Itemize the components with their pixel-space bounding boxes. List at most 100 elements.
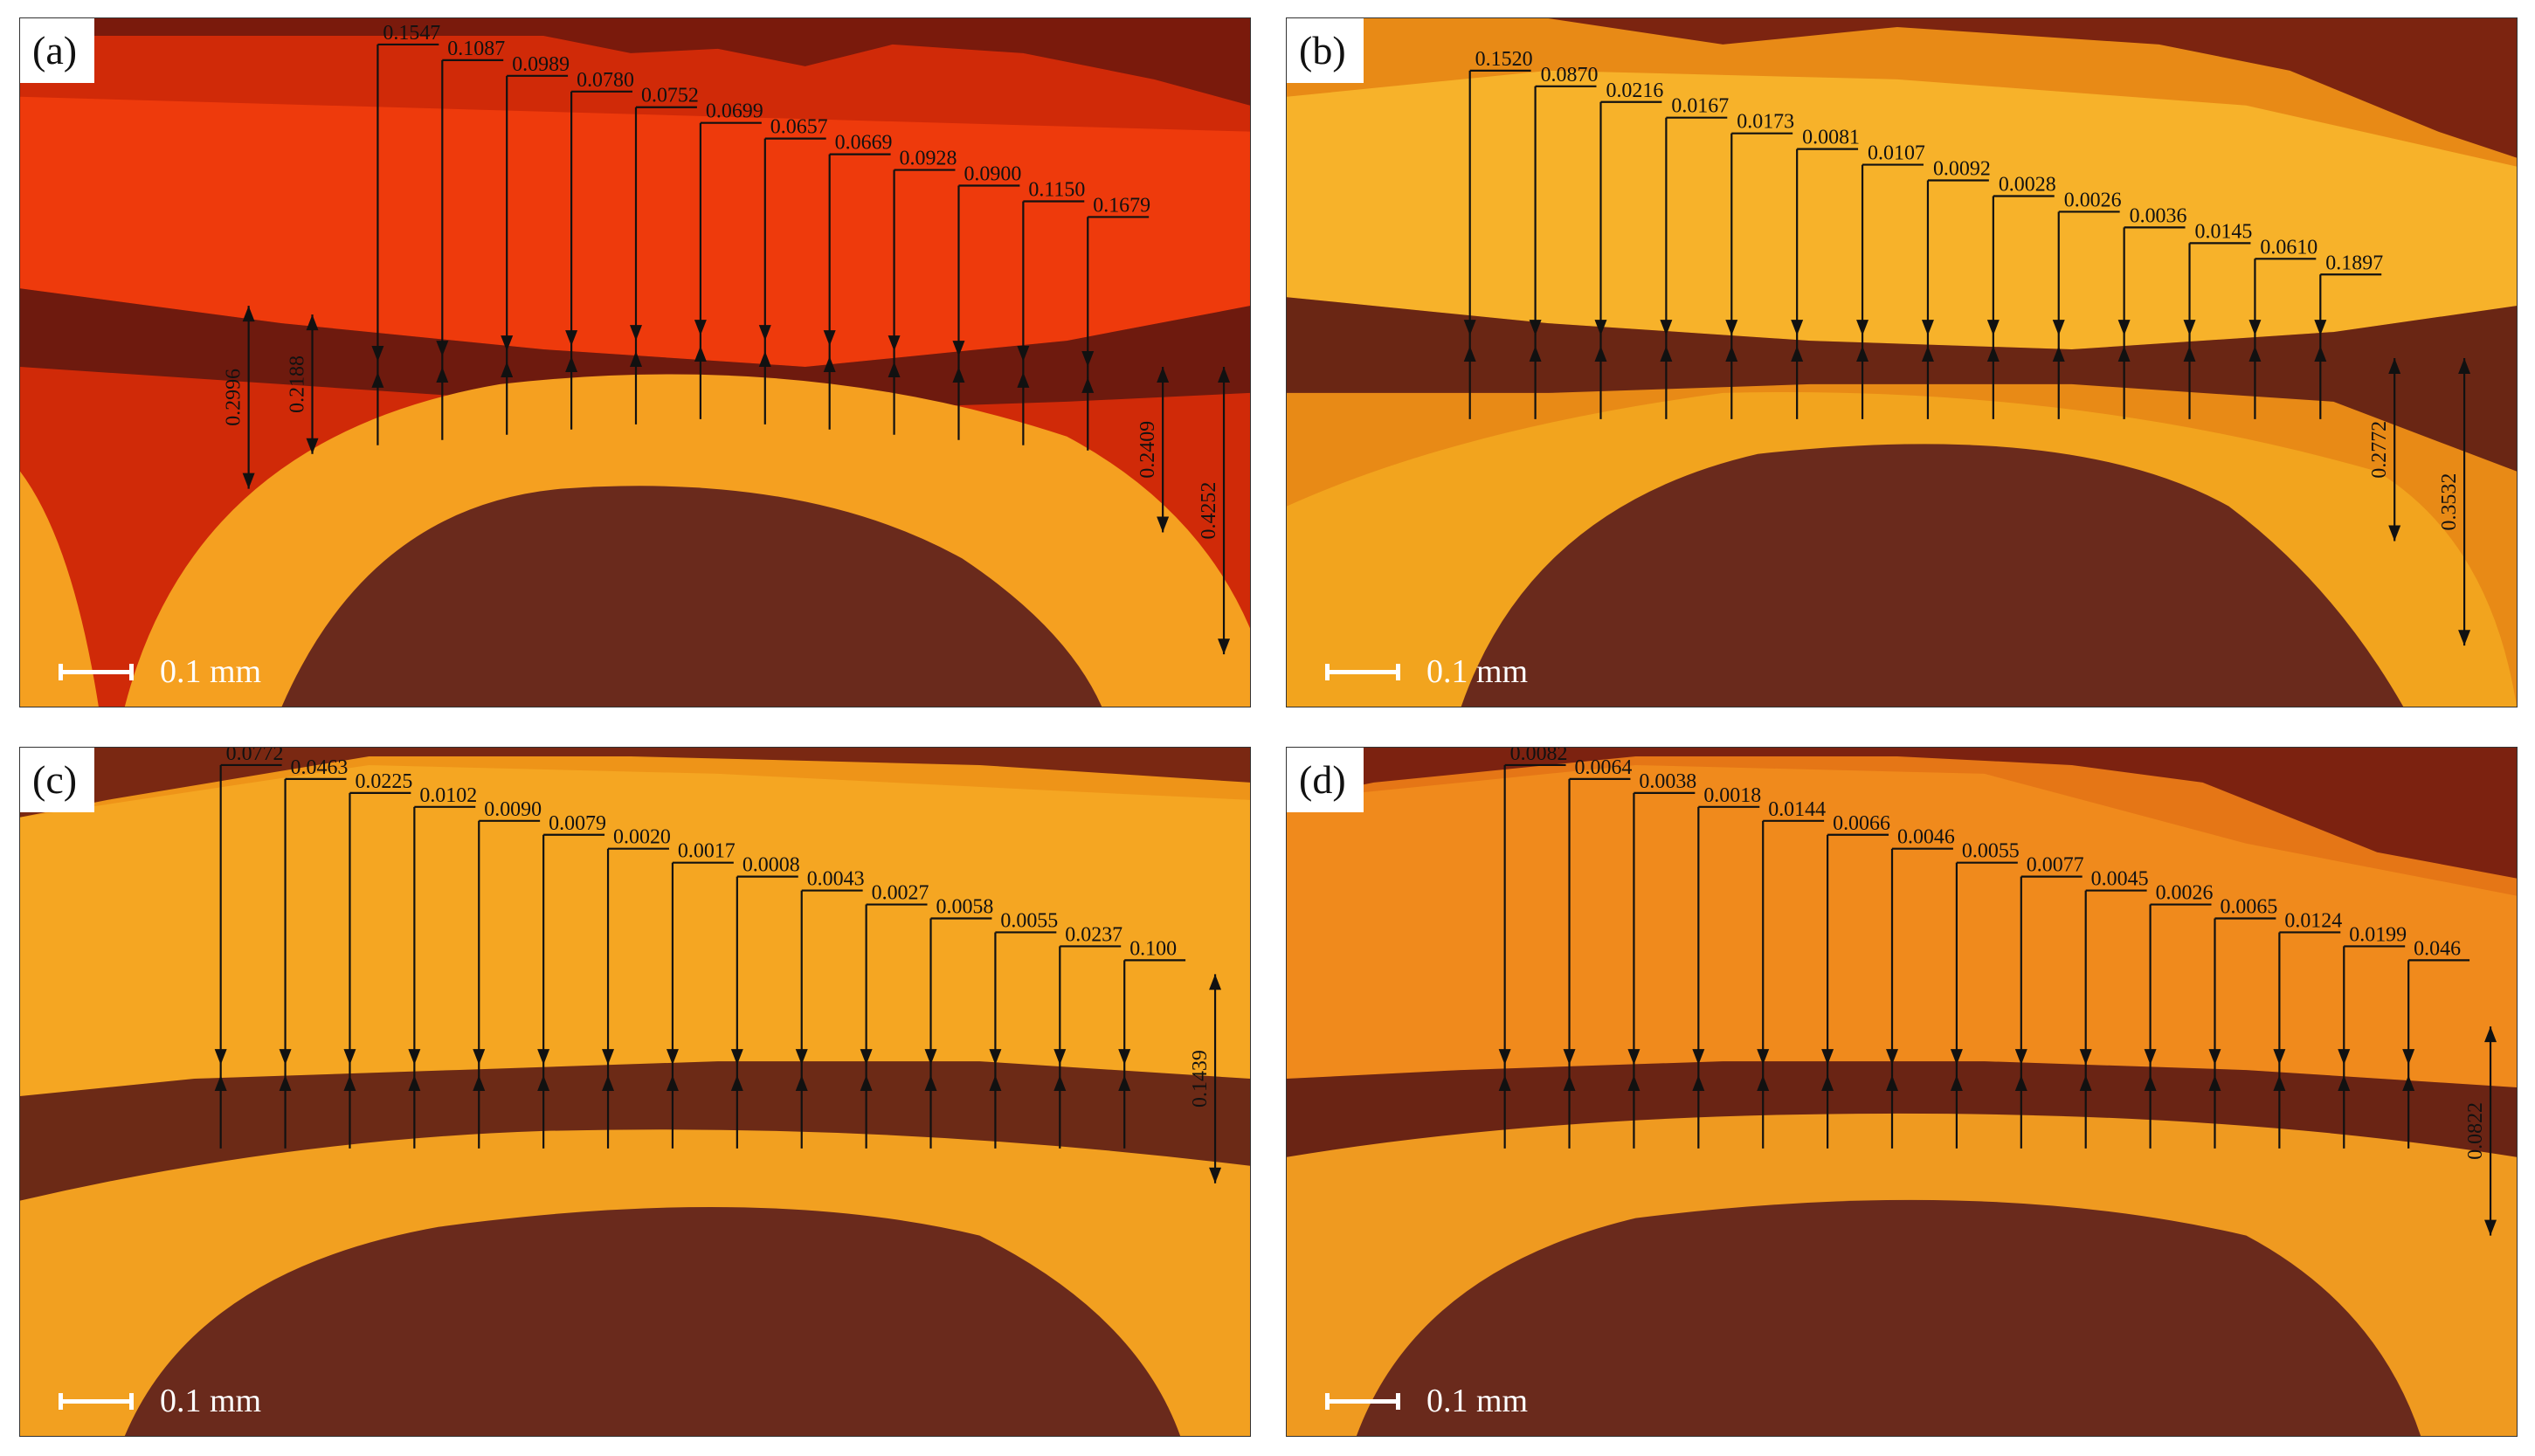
measure-arrow-up (1498, 1075, 1511, 1092)
gap-thickness-label: 0.0081 (1802, 127, 1860, 149)
measure-arrow-up (1118, 1075, 1131, 1092)
vertical-arrow-bottom (1218, 638, 1231, 655)
scale-bar-line-d (1325, 1392, 1400, 1410)
measurement-overlay-d: 0.0082 0.0064 0.0038 0.0018 0.0144 0.0066 0.00… (1498, 748, 2497, 1236)
gap-thickness-label: 0.0772 (226, 747, 284, 765)
measure-arrow-up (602, 1075, 615, 1092)
measure-arrow-down (371, 346, 384, 362)
measure-arrow-down (630, 325, 642, 342)
gap-thickness-label: 0.1897 (2325, 252, 2383, 274)
vertical-arrow-bottom (1209, 1167, 1222, 1183)
measure-arrow-up (952, 366, 965, 383)
gap-thickness-label: 0.1150 (1028, 178, 1085, 201)
micrograph-image-c (20, 748, 1250, 1436)
gap-thickness-label: 0.0167 (1671, 95, 1729, 118)
measure-arrow-down (2402, 1049, 2415, 1066)
measure-arrow-up (1692, 1075, 1705, 1092)
measure-arrow-down (1791, 320, 1804, 336)
gap-thickness-label: 0.0102 (419, 784, 477, 807)
gap-thickness-label: 0.0900 (964, 163, 1021, 186)
gap-thickness-label: 0.0055 (1000, 909, 1058, 932)
measure-arrow-up (2079, 1075, 2092, 1092)
measure-arrow-up (408, 1075, 421, 1092)
core-d (1356, 1199, 2421, 1436)
vertical-arrow-top (242, 306, 255, 322)
measure-arrow-up (2014, 1075, 2027, 1092)
gap-thickness-label: 0.0657 (770, 116, 828, 139)
measure-arrow-down (214, 1049, 227, 1066)
ring-left-a (20, 471, 99, 707)
measure-arrow-down (1886, 1049, 1899, 1066)
measure-arrow-up (2183, 346, 2196, 362)
micrograph-image-d (1287, 748, 2517, 1436)
band-dark-a (20, 288, 1250, 411)
scale-bar-b: 0.1 mm (1325, 652, 1528, 691)
gap-thickness-label: 0.0144 (1768, 798, 1826, 821)
vertical-thickness-label-right: 0.2772 (2368, 421, 2391, 479)
gap-thickness-label: 0.0028 (1999, 174, 2056, 197)
vertical-thickness-label-right: 0.4252 (1198, 482, 1220, 540)
gap-thickness-label: 0.0038 (1639, 770, 1696, 793)
gap-thickness-label: 0.0124 (2284, 909, 2342, 932)
measure-arrow-down (565, 330, 578, 347)
measure-arrow-up (1053, 1075, 1067, 1092)
measure-arrow-down (408, 1049, 421, 1066)
measure-arrow-down (1986, 320, 2000, 336)
scale-bar-line-b (1325, 663, 1400, 680)
gap-thickness-label: 0.0752 (641, 85, 699, 107)
measurement-overlay-a: 0.1547 0.1087 0.0989 0.0780 0.0752 0.0699 0.06… (223, 22, 1231, 655)
gap-thickness-label: 0.0045 (2091, 868, 2149, 891)
measure-arrow-down (952, 341, 965, 357)
vertical-thickness-label-right: 0.0822 (2464, 1102, 2487, 1160)
measurement-overlay-b: 0.1520 0.0870 0.0216 0.0167 0.0173 0.0081 0.01… (1463, 48, 2471, 646)
vertical-arrow-bottom (306, 438, 319, 454)
measure-arrow-down (1118, 1049, 1131, 1066)
measure-arrow-down (1821, 1049, 1834, 1066)
panel-label-a: (a) (20, 18, 95, 83)
gap-thickness-label: 0.046 (2414, 937, 2461, 960)
gap-thickness-label: 0.0669 (835, 132, 893, 155)
vertical-thickness-label-right: 0.2409 (1136, 421, 1159, 479)
measure-arrow-down (924, 1049, 937, 1066)
measure-arrow-up (1986, 346, 2000, 362)
measure-arrow-down (758, 325, 771, 342)
gap-thickness-label: 0.0026 (2064, 189, 2122, 211)
measure-arrow-up (1563, 1075, 1576, 1092)
measure-arrow-up (2144, 1075, 2157, 1092)
vertical-arrow-bottom (2458, 630, 2471, 646)
scale-bar-text-b: 0.1 mm (1426, 653, 1529, 690)
measure-arrow-down (2014, 1049, 2027, 1066)
measure-arrow-up (1950, 1075, 1963, 1092)
measure-arrow-up (1529, 346, 1542, 362)
measure-arrow-down (1950, 1049, 1963, 1066)
measure-arrow-down (694, 320, 707, 336)
scale-bar-c: 0.1 mm (59, 1382, 261, 1420)
measure-arrow-up (1821, 1075, 1834, 1092)
measure-arrow-up (2314, 346, 2327, 362)
measure-arrow-up (1856, 346, 1869, 362)
vertical-thickness-label-right: 0.3532 (2438, 473, 2461, 531)
scale-bar-d: 0.1 mm (1325, 1382, 1528, 1420)
vertical-arrow-bottom (1157, 516, 1170, 533)
vertical-arrow-top (306, 314, 319, 331)
measure-arrow-down (2208, 1049, 2221, 1066)
measure-arrow-up (1017, 371, 1030, 388)
gap-thickness-label: 0.0066 (1833, 812, 1890, 835)
measure-arrow-down (1563, 1049, 1576, 1066)
measure-arrow-down (473, 1049, 486, 1066)
gap-thickness-label: 0.100 (1129, 937, 1177, 960)
gap-thickness-label: 0.1679 (1093, 194, 1150, 217)
core-b (1461, 444, 2404, 707)
measure-arrow-up (565, 356, 578, 372)
measure-arrow-down (436, 341, 449, 357)
gap-thickness-label: 0.0058 (936, 896, 994, 919)
measure-arrow-down (602, 1049, 615, 1066)
scale-bar-line-c (59, 1392, 134, 1410)
gap-thickness-label: 0.0870 (1541, 64, 1599, 86)
measure-arrow-down (2273, 1049, 2286, 1066)
measure-arrow-down (795, 1049, 808, 1066)
dark-top-c (20, 748, 1250, 818)
measure-arrow-down (2144, 1049, 2157, 1066)
measure-arrow-up (501, 362, 514, 377)
measure-arrow-up (214, 1075, 227, 1092)
